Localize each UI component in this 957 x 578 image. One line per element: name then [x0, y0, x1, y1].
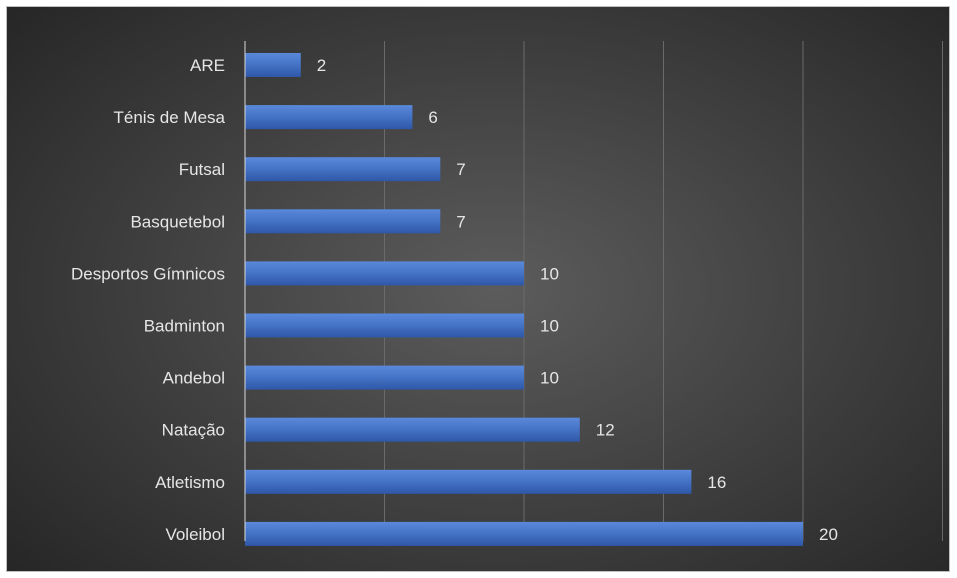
- category-label: Ténis de Mesa: [114, 108, 226, 127]
- gridlines: [384, 41, 943, 541]
- category-label: Badminton: [144, 317, 225, 336]
- category-label: Voleibol: [165, 525, 225, 544]
- bar-chart: ARE Ténis de Mesa Futsal Basquetebol Desport…: [71, 41, 943, 546]
- chart-area: ARE Ténis de Mesa Futsal Basquetebol Desport…: [6, 6, 950, 572]
- value-labels: 2 6 7 7 10 10 10 12 16 20: [317, 56, 838, 544]
- data-label: 20: [819, 525, 838, 544]
- category-label: Natação: [162, 421, 225, 440]
- bar: [245, 521, 803, 546]
- category-label: Desportos Gímnicos: [71, 264, 225, 283]
- bar: [245, 261, 524, 286]
- bar: [245, 53, 301, 77]
- bar: [245, 209, 441, 234]
- category-label: Futsal: [179, 160, 225, 179]
- data-label: 10: [540, 317, 559, 336]
- data-label: 16: [707, 473, 726, 492]
- category-label: Andebol: [163, 369, 225, 388]
- bar: [245, 469, 692, 494]
- bar: [245, 105, 413, 130]
- data-label: 10: [540, 264, 559, 283]
- data-label: 12: [596, 421, 615, 440]
- bar: [245, 365, 524, 390]
- category-label: Atletismo: [155, 473, 225, 492]
- bar: [245, 157, 441, 182]
- data-label: 2: [317, 56, 326, 75]
- category-labels: ARE Ténis de Mesa Futsal Basquetebol Desport…: [71, 56, 226, 544]
- category-label: ARE: [190, 56, 225, 75]
- bars: [245, 53, 803, 546]
- data-label: 7: [456, 160, 465, 179]
- category-label: Basquetebol: [130, 212, 225, 231]
- data-label: 10: [540, 369, 559, 388]
- data-label: 6: [428, 108, 437, 127]
- data-label: 7: [456, 212, 465, 231]
- bar: [245, 417, 580, 442]
- bar: [245, 313, 524, 338]
